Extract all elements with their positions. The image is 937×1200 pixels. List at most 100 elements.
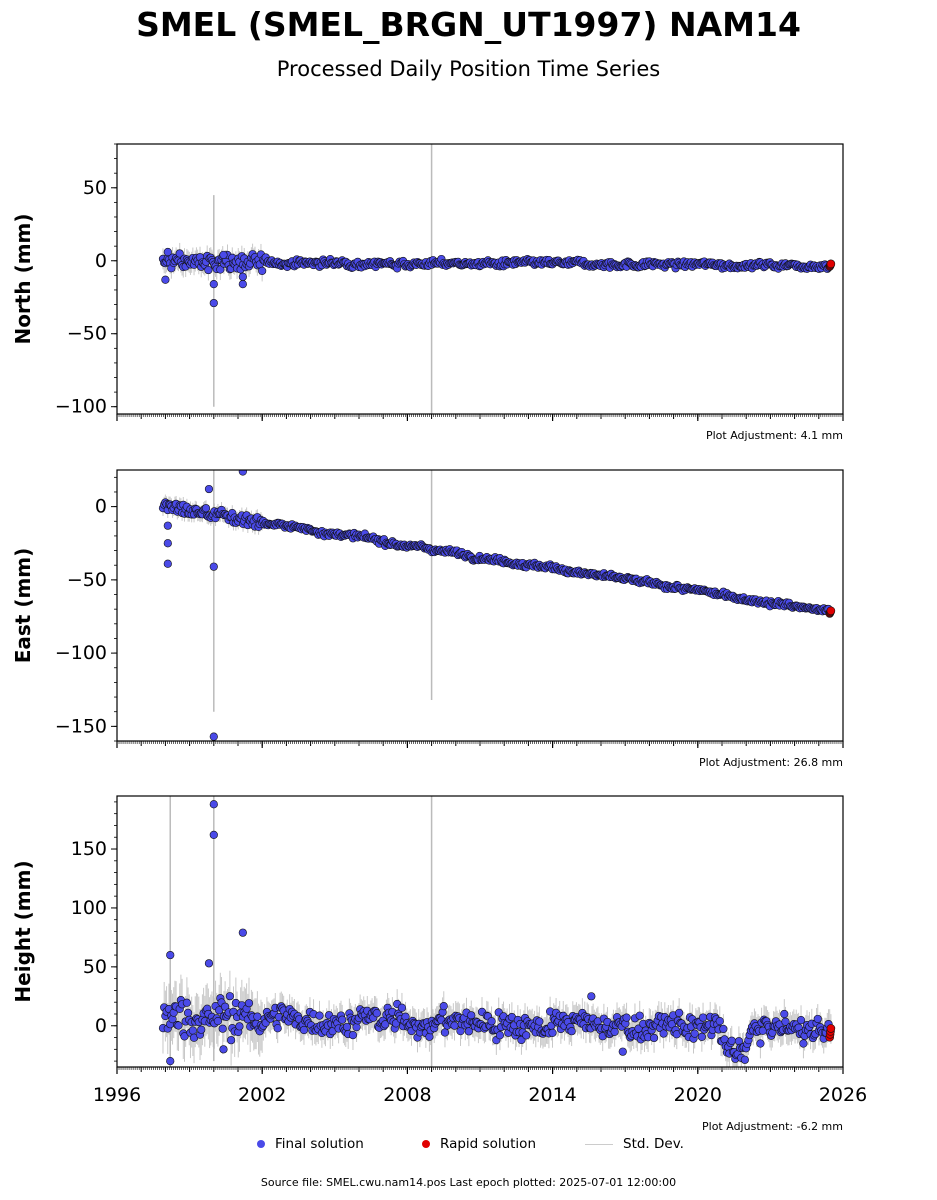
- final-point: [348, 1031, 358, 1040]
- final-point: [338, 1015, 347, 1024]
- x-tick-label: 2008: [383, 1084, 431, 1106]
- legend: Final solution Rapid solution Std. Dev.: [0, 1136, 937, 1160]
- final-point-outlier: [238, 470, 247, 476]
- plot-adjustment-label: Plot Adjustment: -6.2 mm: [702, 1120, 843, 1133]
- final-point: [381, 1020, 390, 1029]
- final-point: [235, 1022, 244, 1031]
- final-point: [216, 265, 225, 274]
- legend-rapid: Rapid solution: [422, 1136, 536, 1152]
- final-point-outlier: [209, 298, 218, 308]
- y-axis-label: Height (mm): [11, 860, 35, 1002]
- y-tick-label: 0: [95, 1015, 107, 1037]
- y-tick-label: −50: [67, 569, 107, 591]
- final-point-outlier: [204, 959, 214, 968]
- final-point: [204, 265, 213, 275]
- panel-height: 150 100 50 0 1996 2002 2008 2014 2020 2026 Height …: [11, 795, 867, 1133]
- final-point: [719, 1024, 728, 1034]
- final-point: [740, 1055, 749, 1064]
- final-point-outlier: [618, 1047, 627, 1056]
- plot-area-height: [158, 796, 836, 1067]
- final-point: [487, 1017, 496, 1026]
- final-point: [690, 1029, 699, 1038]
- y-tick-label: −150: [55, 715, 107, 737]
- y-tick-label: 150: [71, 838, 107, 860]
- final-point: [188, 1026, 197, 1035]
- final-point-outlier: [219, 1045, 228, 1054]
- final-point: [197, 1025, 206, 1034]
- y-axis-label: East (mm): [11, 548, 35, 664]
- rapid-marker-icon: [422, 1140, 430, 1148]
- final-point: [698, 1013, 708, 1022]
- plot-adjustment-label: Plot Adjustment: 26.8 mm: [699, 756, 843, 769]
- source-footer: Source file: SMEL.cwu.nam14.pos Last epo…: [260, 1176, 677, 1189]
- final-marker-icon: [257, 1140, 265, 1148]
- final-point-outlier: [238, 280, 247, 289]
- final-point-outlier: [204, 484, 214, 494]
- final-point: [813, 1014, 822, 1024]
- legend-stddev: Std. Dev.: [585, 1136, 684, 1152]
- final-point: [372, 1009, 381, 1018]
- legend-stddev-label: Std. Dev.: [623, 1136, 684, 1152]
- final-point: [495, 1031, 505, 1040]
- final-point-outlier: [161, 275, 170, 284]
- y-tick-label: −50: [67, 323, 107, 345]
- rapid-point: [826, 1024, 836, 1033]
- final-point: [796, 1016, 806, 1025]
- final-point: [244, 999, 254, 1008]
- y-tick-label: 50: [83, 177, 107, 199]
- final-point-outlier: [163, 539, 172, 548]
- final-point: [174, 1021, 183, 1030]
- final-point: [715, 1017, 724, 1026]
- x-tick-label: 2020: [674, 1084, 722, 1106]
- final-point: [522, 1031, 531, 1040]
- rapid-point: [826, 259, 836, 269]
- final-point-outlier: [238, 928, 247, 937]
- final-point: [464, 1027, 473, 1036]
- plot-area-north: [158, 144, 836, 414]
- final-point-outlier: [209, 732, 218, 741]
- x-tick-label: 2002: [238, 1084, 286, 1106]
- y-tick-label: −100: [55, 396, 107, 418]
- plot-frame: [116, 143, 844, 415]
- final-point: [635, 1011, 644, 1020]
- final-point: [253, 1012, 262, 1021]
- panel-east: 0 −50 −100 −150 East (mm) Plot Adjustment: 26…: [11, 469, 844, 769]
- final-point: [439, 1001, 448, 1011]
- legend-final-label: Final solution: [275, 1136, 364, 1152]
- final-point: [397, 1003, 407, 1012]
- final-point: [225, 992, 234, 1001]
- final-point: [180, 1032, 189, 1041]
- final-point: [780, 1009, 789, 1019]
- final-point-outlier: [219, 250, 228, 260]
- final-point: [697, 1032, 706, 1042]
- panel-north: 50 0 −50 −100 North (mm) Plot Adjustment: 4.1…: [11, 143, 844, 442]
- final-point: [535, 1017, 544, 1026]
- legend-final: Final solution: [257, 1136, 364, 1152]
- y-axis-label: North (mm): [11, 213, 35, 344]
- final-point: [226, 1036, 236, 1045]
- final-point-outlier: [163, 521, 172, 530]
- final-point: [756, 1039, 765, 1048]
- x-tick-label: 1996: [93, 1084, 141, 1106]
- final-point: [299, 1025, 309, 1035]
- final-point: [675, 1008, 684, 1018]
- plot-adjustment-label: Plot Adjustment: 4.1 mm: [706, 429, 843, 442]
- final-point: [182, 998, 191, 1007]
- final-point: [567, 1027, 576, 1036]
- y-tick-label: −100: [55, 642, 107, 664]
- final-point: [213, 1017, 223, 1026]
- y-tick-label: 0: [95, 496, 107, 518]
- page-title: SMEL (SMEL_BRGN_UT1997) NAM14: [136, 5, 801, 44]
- final-point-outlier: [163, 247, 172, 257]
- final-point: [183, 1008, 193, 1017]
- final-point-outlier: [209, 562, 218, 571]
- final-point: [425, 1032, 434, 1041]
- final-point-outlier: [209, 830, 218, 839]
- plot-area-east: [158, 470, 836, 741]
- final-point: [315, 1011, 324, 1020]
- final-point-outlier: [166, 950, 175, 960]
- final-point-outlier: [163, 559, 172, 568]
- x-tick-label: 2014: [528, 1084, 576, 1106]
- final-point: [175, 249, 184, 258]
- final-point: [440, 1028, 450, 1037]
